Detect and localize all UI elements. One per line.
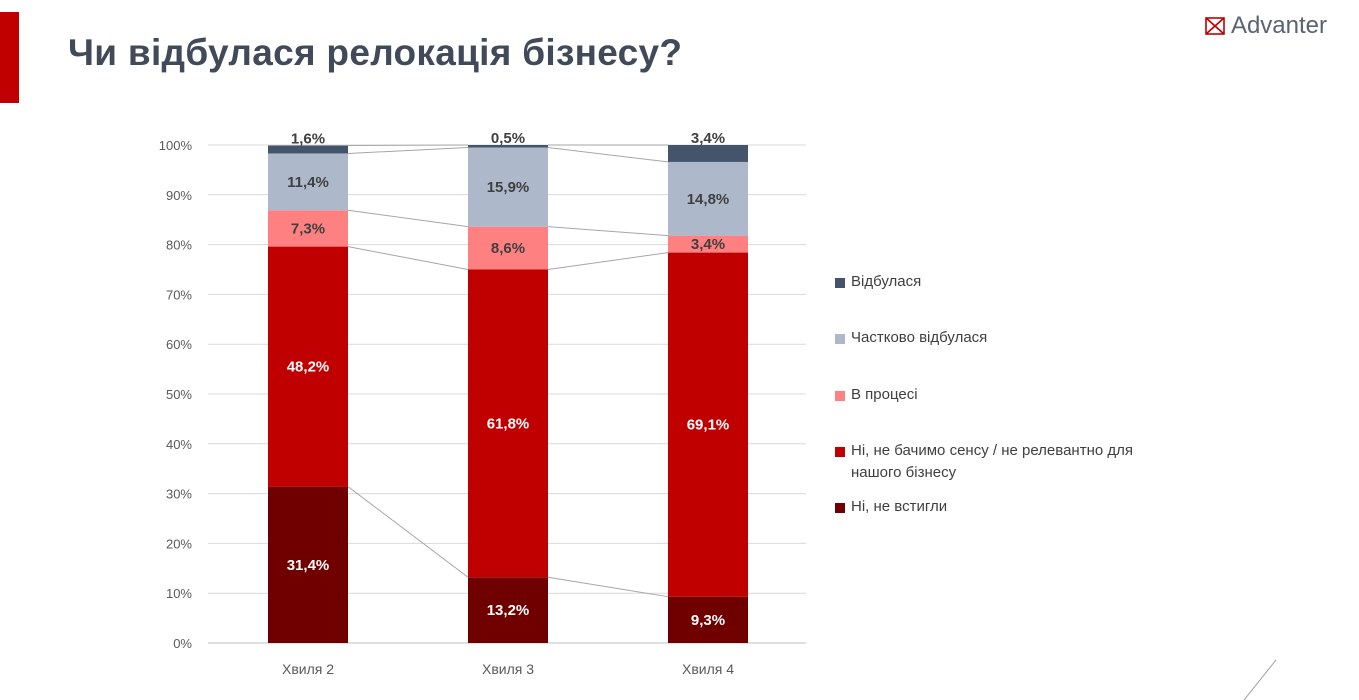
data-label: 11,4%: [287, 174, 329, 191]
y-tick-label: 50%: [166, 387, 192, 402]
series-connector-line: [547, 252, 669, 270]
y-tick-label: 60%: [166, 337, 192, 352]
y-tick-label: 40%: [166, 437, 192, 452]
series-connector-line: [547, 146, 669, 163]
data-label: 14,8%: [687, 191, 730, 208]
legend-item-ni-ne-vstyhly: Ні, не встигли: [835, 498, 948, 518]
legend-swatch: [835, 278, 845, 288]
page-title: Чи відбулася релокація бізнесу?: [68, 32, 683, 73]
series-connector-line: [347, 246, 469, 270]
x-tick-label: Хвиля 4: [682, 661, 734, 677]
bar-segment: [268, 246, 348, 487]
legend-label: Відбулася: [851, 273, 922, 290]
envelope-x-icon: [1205, 17, 1225, 35]
legend-item-ni-ne-bachymo: Ні, не бачимо сенсу / не релевантно для …: [835, 442, 1151, 484]
legend-item-vidbulasia: Відбулася: [835, 273, 922, 293]
x-tick-label: Хвиля 2: [282, 661, 334, 677]
series-connector-line: [347, 486, 469, 578]
legend-swatch: [835, 334, 845, 344]
logo-text: Advanter: [1230, 12, 1327, 39]
legend-label: В процесі: [851, 386, 918, 403]
series-connector-line: [547, 226, 669, 237]
bar-segment: [668, 596, 748, 643]
data-label: 3,4%: [691, 130, 725, 147]
accent-bar: [0, 12, 19, 103]
data-label: 7,3%: [291, 220, 325, 237]
y-tick-label: 80%: [166, 238, 192, 253]
legend-swatch: [835, 391, 845, 401]
bar-segment: [668, 252, 748, 597]
decorative-corner-line: [1243, 660, 1277, 700]
bar-segment: [468, 145, 548, 148]
y-tick-label: 70%: [166, 287, 192, 302]
data-label: 15,9%: [487, 179, 530, 196]
x-tick-label: Хвиля 3: [482, 661, 534, 677]
legend-item-v-protsesi: В процесі: [835, 386, 918, 406]
series-connector-line: [347, 209, 469, 228]
bar-segment: [268, 153, 348, 211]
series-connector-line: [347, 146, 469, 154]
y-tick-label: 20%: [166, 536, 192, 551]
y-tick-label: 0%: [173, 636, 192, 651]
bar-segment: [668, 145, 748, 162]
data-label: 61,8%: [487, 415, 530, 432]
bar-segment: [268, 486, 348, 643]
bar-segment: [468, 577, 548, 643]
legend-item-chastkovo: Частково відбулася: [835, 329, 988, 349]
y-tick-label: 10%: [166, 586, 192, 601]
legend-swatch: [835, 503, 845, 513]
bar-segment: [268, 210, 348, 247]
series-connector-line: [547, 576, 669, 598]
advanter-logo: Advanter: [1205, 12, 1327, 40]
data-label: 13,2%: [487, 602, 530, 619]
legend-swatch: [835, 447, 845, 457]
y-tick-label: 100%: [159, 138, 193, 153]
y-tick-label: 30%: [166, 487, 192, 502]
data-label: 3,4%: [691, 236, 725, 253]
data-label: 8,6%: [491, 240, 525, 257]
bar-segment: [668, 161, 748, 236]
data-label: 69,1%: [687, 417, 730, 434]
data-label: 31,4%: [287, 557, 330, 574]
bar-segment: [468, 226, 548, 270]
legend-label: Ні, не бачимо сенсу / не релевантно для …: [851, 442, 1133, 481]
legend-label: Частково відбулася: [851, 329, 988, 346]
data-label: 48,2%: [287, 359, 330, 376]
bar-segment: [668, 235, 748, 253]
data-label: 1,6%: [291, 130, 325, 147]
bar-segment: [268, 145, 348, 154]
y-tick-label: 90%: [166, 188, 192, 203]
data-label: 9,3%: [691, 612, 725, 629]
bar-segment: [468, 147, 548, 227]
bar-segment: [468, 269, 548, 578]
legend-label: Ні, не встигли: [851, 498, 948, 515]
data-label: 0,5%: [491, 130, 525, 147]
